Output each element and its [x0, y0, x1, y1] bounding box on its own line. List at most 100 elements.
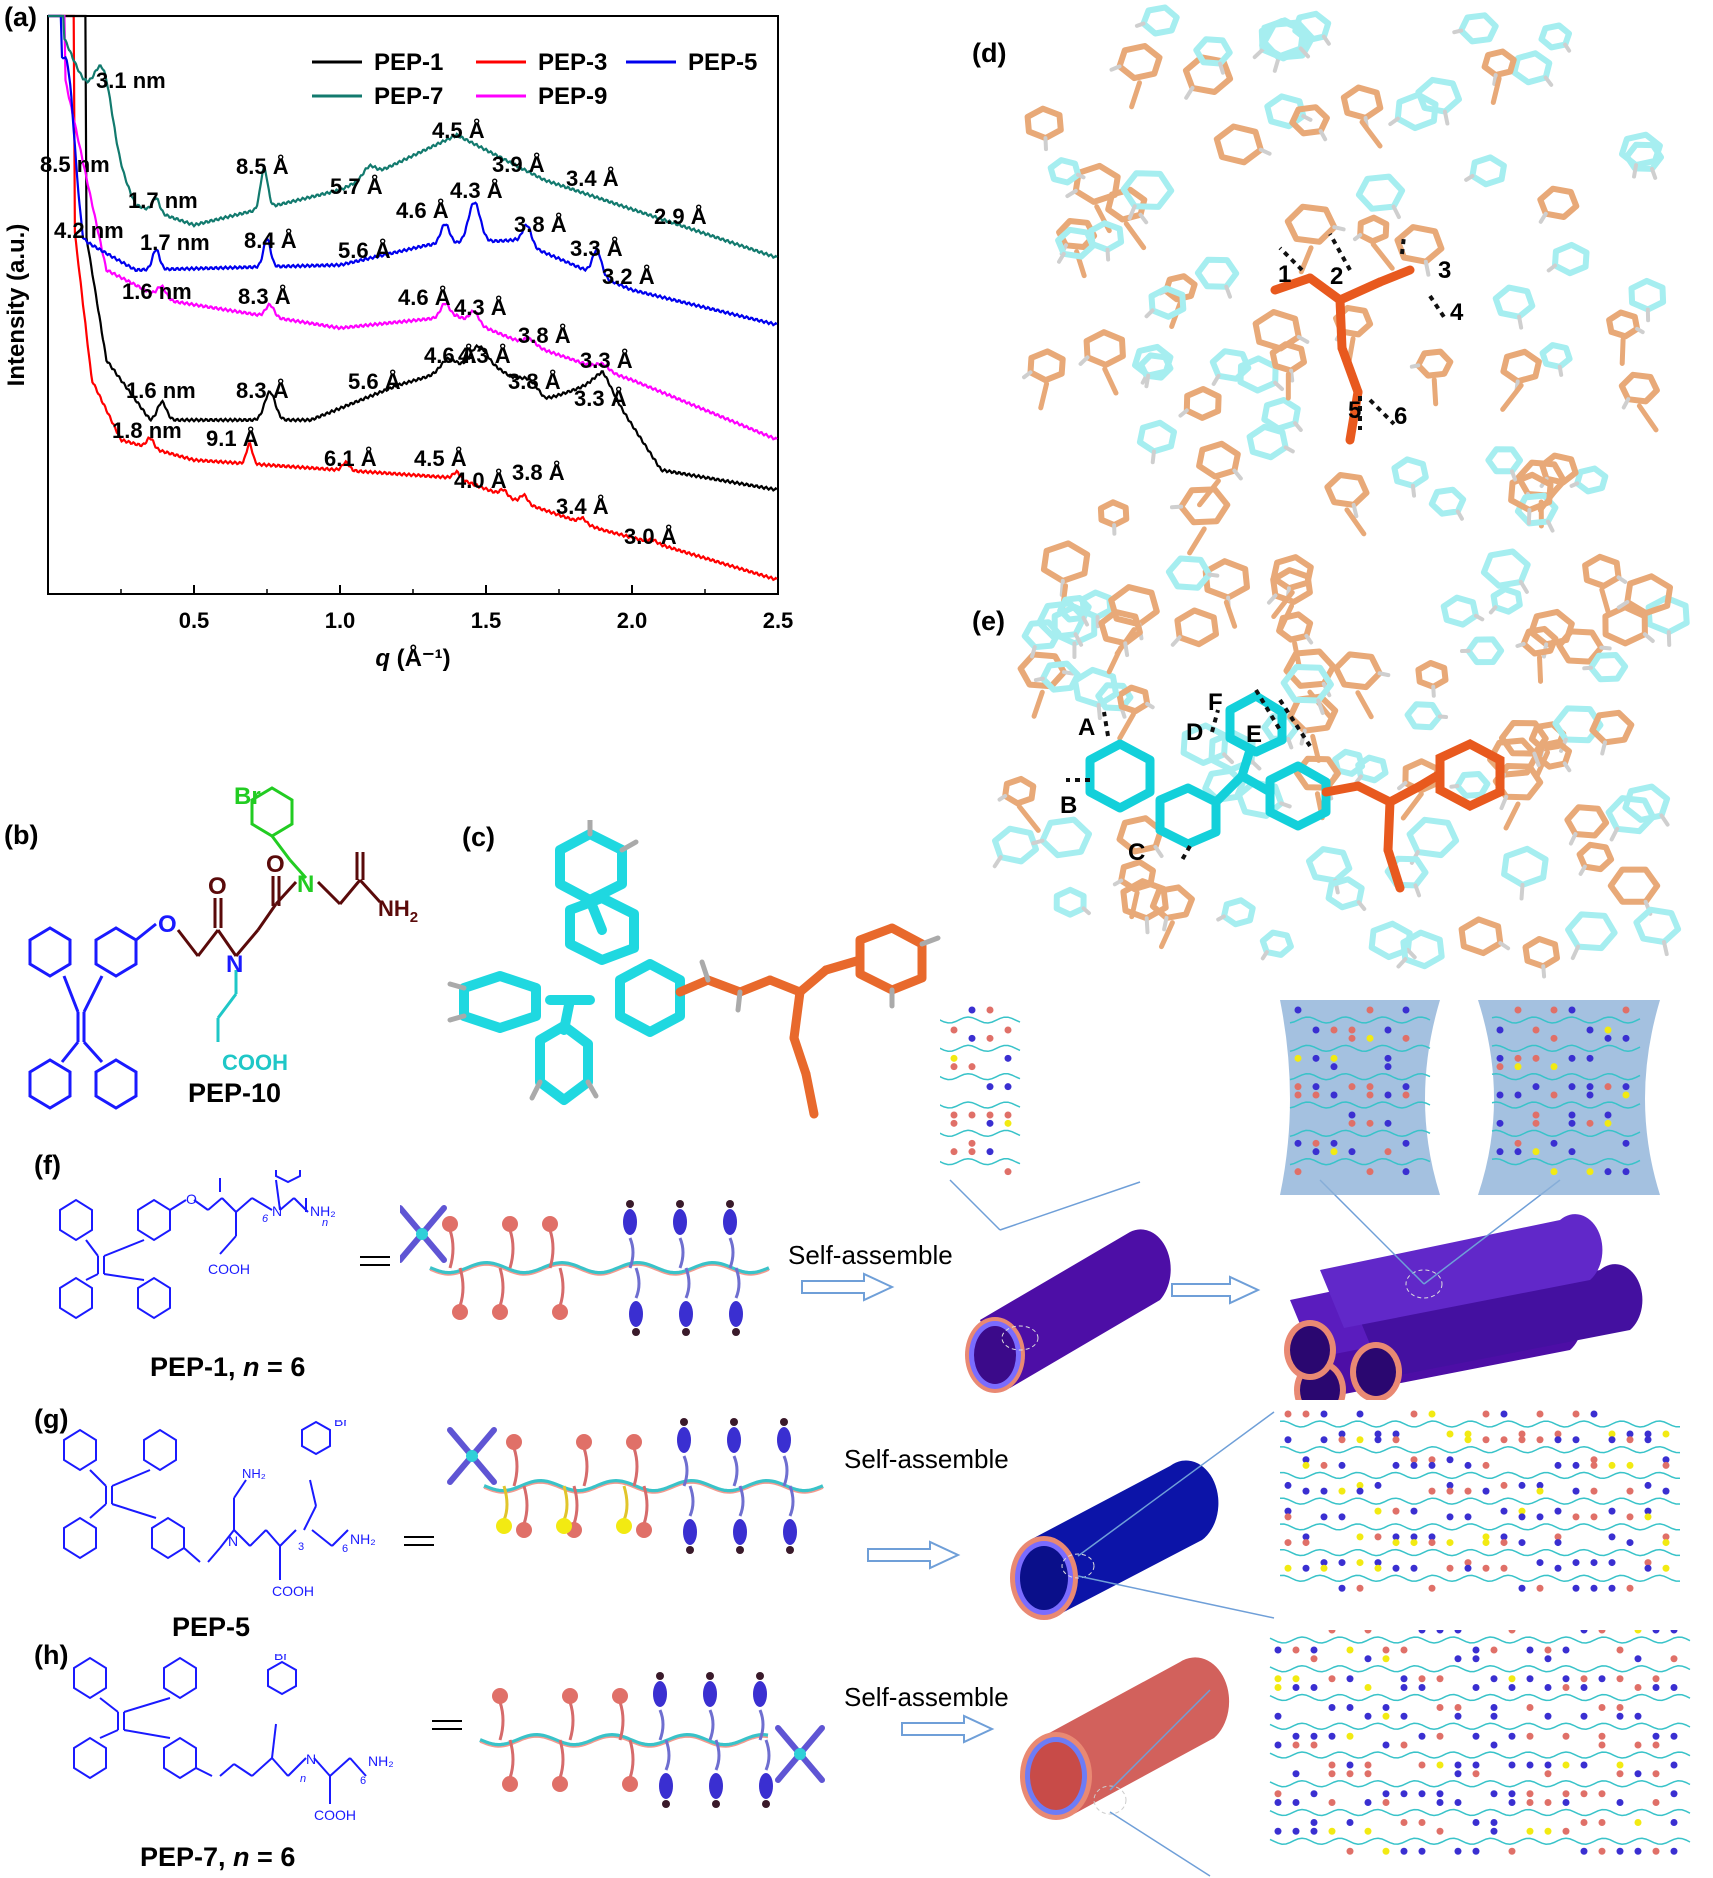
molecule-ring: [1481, 48, 1517, 79]
sidechain-bead: [1472, 1646, 1480, 1654]
sidechain-bead: [1274, 1827, 1282, 1835]
sidechain-bead: [1356, 1584, 1364, 1592]
sidechain-bead: [1374, 1564, 1382, 1572]
molecule-ring: [1259, 929, 1294, 958]
sidechain-bead: [1302, 1564, 1310, 1572]
sidechain-bead: [1550, 1168, 1558, 1176]
sidechain-bead: [1500, 1507, 1508, 1515]
sidechain-bead: [1294, 1006, 1302, 1014]
molecule-ring: [1293, 755, 1341, 791]
molecule-bond: [1138, 212, 1149, 225]
sidechain-bead: [1662, 1564, 1670, 1572]
sidechain-bead: [1310, 1655, 1318, 1663]
peak-annotation: 3.3 Å: [574, 385, 627, 411]
sidechain-bead: [1454, 1655, 1462, 1663]
sidechain-bead: [1670, 1630, 1678, 1634]
molecule-ring: [1458, 12, 1499, 45]
sidechain-bead: [1366, 1034, 1374, 1042]
sidechain-bead: [1338, 1487, 1346, 1495]
sidechain-bead: [1302, 1456, 1310, 1464]
sidechain-bead: [1330, 1091, 1338, 1099]
sidechain-bead: [1292, 1646, 1300, 1654]
sidechain-bead: [1482, 1410, 1490, 1418]
molecule-bond: [1153, 844, 1164, 858]
nh2-subscript: 2: [410, 909, 418, 926]
molecule-ring: [1499, 720, 1549, 757]
peak-annotation: 8.5 Å: [236, 153, 289, 179]
molecule-bond: [1464, 174, 1475, 182]
sidechain-bead: [1670, 1819, 1678, 1826]
molecule-bond: [1455, 509, 1464, 521]
sidechain: [782, 1455, 789, 1487]
sidechain-bead: [1526, 1799, 1534, 1806]
tpe-core: [794, 1748, 806, 1760]
sidechain-bead: [968, 1148, 976, 1156]
molecule-bond: [1352, 233, 1363, 242]
repeat-subscript: n: [300, 1773, 306, 1785]
carboxyl-bead: [612, 1688, 628, 1704]
molecule-bond: [1187, 526, 1207, 556]
sidechain-bead: [1644, 1513, 1652, 1521]
bromobenzyl-group: [753, 1681, 767, 1707]
sidechain-bead: [1294, 1083, 1302, 1091]
contact-label: 3: [1438, 257, 1451, 284]
bromine-atom: [680, 1418, 688, 1426]
molecule-ring: [1083, 329, 1126, 368]
sidechain-bead: [950, 1026, 958, 1034]
contact-label: A: [1078, 714, 1095, 741]
sidechain-bead: [1626, 1436, 1634, 1444]
sidechain-bead: [1622, 1006, 1630, 1014]
xrd-chart: 0.5 1.0 1.5 2.0 2.5 q (Å⁻¹) Intensity (a.u.) PE…: [3, 14, 793, 672]
molecule-bond: [1271, 589, 1295, 619]
bromine-atom: [682, 1328, 690, 1336]
molecule-ring: [1270, 554, 1314, 592]
chain-strand: [1269, 1665, 1691, 1673]
backbone-chain: [479, 1736, 769, 1748]
molecule-bond: [1158, 920, 1175, 950]
sidechain-bead: [1328, 1770, 1336, 1778]
molecule-bond: [1388, 116, 1400, 127]
process-arrow: [801, 1272, 895, 1302]
sidechain-bead: [1634, 1770, 1642, 1778]
sidechain-bead: [1274, 1741, 1282, 1749]
br-label: Br: [334, 1420, 348, 1429]
sidechain-bead: [1436, 1630, 1444, 1634]
panel-label-a: (a): [4, 2, 37, 32]
molecule-ring: [1213, 123, 1264, 166]
sidechain-bead: [1634, 1847, 1642, 1855]
sidechain-bead: [1500, 1436, 1508, 1444]
sidechain-bead: [1464, 1487, 1472, 1495]
nanotube-assembly-h: [1020, 1630, 1691, 1877]
molecule-bond: [1272, 55, 1281, 73]
molecule-bond: [1106, 645, 1124, 675]
molecule-ring: [1589, 709, 1635, 746]
molecule-ring: [1289, 104, 1330, 137]
sidechain-bead: [1366, 1083, 1374, 1091]
sidechain-bead: [1568, 1083, 1576, 1091]
repeat-subscript: n: [322, 1217, 328, 1229]
molecule-ring: [1415, 660, 1449, 690]
sidechain-bead: [1428, 1533, 1436, 1541]
molecule-bond: [1081, 906, 1091, 916]
sidechain-bead: [1410, 1507, 1418, 1515]
x-tick-label: 1.5: [471, 608, 502, 633]
molecule-ring: [1235, 779, 1285, 819]
sidechain-bead: [1400, 1819, 1408, 1826]
sidechain-bead: [1604, 1119, 1612, 1127]
molecule-ring: [1605, 795, 1656, 835]
molecule-bond: [1351, 502, 1359, 519]
sidechain-bead: [1428, 1539, 1436, 1547]
molecule-bond: [1170, 635, 1182, 647]
pep1-structure: Br O N NH₂ COOH 6 n: [59, 1170, 336, 1320]
contact-label: C: [1128, 839, 1145, 866]
molecule-ring: [1469, 154, 1507, 188]
sidechain: [562, 1485, 569, 1521]
molecule-bond: [1169, 504, 1184, 510]
sidechain-bead: [1544, 1770, 1552, 1778]
molecule-ring: [1552, 705, 1604, 744]
nanotube-assembly-g: [1010, 1410, 1681, 1620]
molecule-ring: [1394, 224, 1445, 265]
molecule-ring: [1252, 309, 1302, 352]
molecule-bond: [1197, 478, 1221, 508]
sidechain-bead: [1508, 1799, 1516, 1806]
